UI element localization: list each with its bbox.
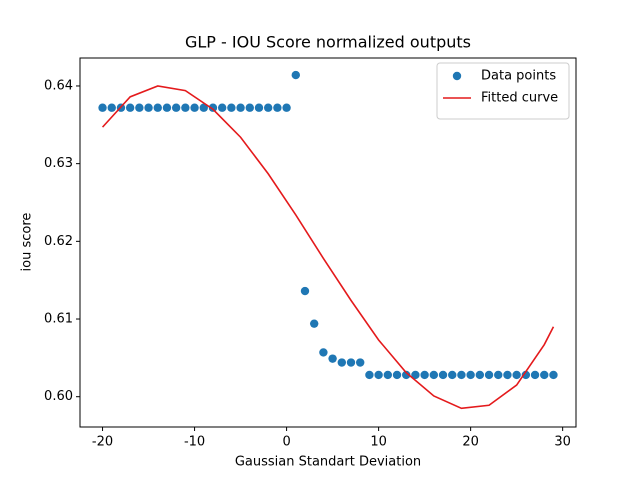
y-tick-label: 0.62	[44, 234, 73, 249]
legend-marker	[452, 71, 462, 81]
data-point	[171, 103, 181, 112]
data-point	[365, 370, 374, 380]
legend-label: Fitted curve	[481, 91, 558, 106]
y-tick-label: 0.60	[44, 389, 73, 404]
y-tick-label: 0.64	[44, 78, 73, 93]
data-point	[273, 103, 282, 112]
data-point	[181, 103, 190, 112]
data-point	[263, 103, 273, 112]
data-point	[208, 103, 218, 112]
data-point	[199, 103, 208, 112]
data-point	[162, 103, 172, 112]
data-point	[346, 358, 356, 367]
data-point	[107, 103, 116, 112]
legend-box	[436, 62, 570, 120]
data-point	[512, 370, 521, 380]
data-point	[135, 103, 144, 112]
data-point	[236, 103, 245, 112]
data-point	[475, 370, 485, 380]
data-point	[411, 370, 420, 380]
data-point	[540, 370, 549, 380]
chart-title: GLP - IOU Score normalized outputs	[185, 33, 471, 52]
plot-frame	[79, 57, 577, 428]
data-point	[356, 358, 365, 367]
x-tick-label: 10	[370, 435, 387, 450]
x-tick-label: 30	[554, 435, 571, 450]
data-point	[457, 370, 466, 380]
legend-label: Data points	[481, 69, 556, 84]
data-point	[383, 370, 393, 380]
y-tick-label: 0.63	[44, 156, 73, 171]
data-point	[420, 370, 429, 380]
x-tick-label: 0	[282, 435, 290, 450]
data-point	[328, 354, 337, 363]
data-point	[144, 103, 153, 112]
data-point	[530, 370, 540, 380]
data-point	[521, 370, 531, 380]
data-point	[227, 103, 236, 112]
data-point	[98, 103, 107, 112]
data-point	[337, 358, 347, 367]
data-point	[392, 370, 402, 380]
x-tick-label: 20	[462, 435, 479, 450]
data-point	[374, 370, 383, 380]
data-point	[448, 370, 457, 380]
x-tick-label: -10	[184, 435, 205, 450]
data-point	[291, 70, 300, 80]
data-point	[438, 370, 448, 380]
data-point	[429, 370, 439, 380]
fitted-line	[101, 85, 555, 410]
data-point	[309, 319, 319, 328]
data-point	[153, 103, 162, 112]
data-point	[494, 370, 503, 380]
data-point	[282, 103, 291, 112]
data-point	[300, 286, 310, 296]
x-axis-label: Gaussian Standart Deviation	[235, 455, 421, 470]
y-axis-label: iou score	[20, 213, 35, 272]
data-point	[217, 103, 227, 112]
data-point	[549, 370, 558, 380]
data-point	[245, 103, 254, 112]
data-point	[484, 370, 494, 380]
data-point	[466, 370, 475, 380]
x-tick-label: -20	[92, 435, 113, 450]
y-tick-label: 0.61	[44, 312, 73, 327]
data-point	[503, 370, 512, 380]
data-point	[190, 103, 199, 112]
data-point	[125, 103, 135, 112]
data-point	[319, 348, 328, 357]
data-point	[254, 103, 264, 112]
data-point	[402, 370, 411, 380]
